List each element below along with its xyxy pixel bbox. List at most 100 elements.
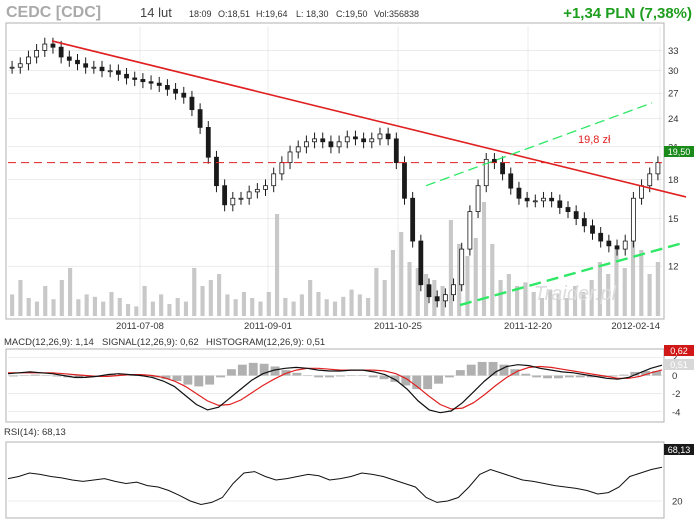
downtrend-line [51, 40, 687, 198]
candle-body [50, 43, 56, 48]
candle-body [500, 162, 505, 175]
candle-body [532, 200, 538, 203]
volume-bar [208, 280, 213, 316]
candle-body [418, 240, 424, 286]
macd-histogram-title: HISTOGRAM(12,26,9): 0,51 [206, 337, 325, 348]
macd-last-box [664, 345, 694, 356]
candle-body [581, 218, 587, 227]
high-label: H:19,64 [256, 9, 288, 19]
candle-body [58, 46, 64, 58]
candle-body [83, 63, 89, 68]
candle-body [173, 88, 178, 94]
macd-panel-frame [5, 348, 665, 423]
histogram-bar [227, 369, 236, 376]
macd-histogram-bars [9, 361, 661, 390]
histogram-bar [41, 375, 51, 377]
candle-body [639, 185, 644, 199]
rsi-tick-label: 20 [672, 497, 683, 508]
volume-bar [390, 250, 396, 316]
volume-bar [564, 298, 569, 316]
candle-body [590, 225, 595, 234]
candle-body [483, 158, 489, 187]
volume-bar [465, 256, 470, 316]
candle-body [91, 66, 97, 69]
volume-bar [51, 299, 56, 316]
macd-line [7, 364, 663, 414]
date-tick-label: 2012-02-14 [611, 321, 660, 332]
candle-body [598, 232, 604, 242]
histogram-bar [161, 375, 171, 380]
volume-bar [581, 292, 586, 316]
candle-body [222, 185, 228, 206]
candle-body [26, 56, 31, 65]
candle-body [524, 197, 530, 202]
candle-body [647, 173, 653, 187]
candle-body [75, 59, 80, 65]
volume-bar [43, 286, 48, 316]
candle-body [614, 245, 620, 250]
date-tick-label: 2011-12-20 [504, 321, 552, 332]
price-panel-frame [5, 22, 665, 320]
candle-body [410, 197, 416, 242]
volume-bar [341, 296, 346, 316]
volume-bar [150, 301, 155, 316]
volume-bar [134, 306, 139, 316]
volume-bar [506, 274, 511, 316]
volume-bar [614, 250, 619, 316]
macd-title: MACD(12,26,9): 1,14 [4, 337, 94, 348]
histogram-bar [128, 375, 138, 377]
candle-body [107, 70, 113, 73]
price-candles [9, 37, 661, 308]
volume-bar [225, 294, 230, 316]
histogram-bar [368, 375, 378, 378]
volume-bar [59, 280, 64, 316]
candle-body [271, 173, 277, 187]
histogram-bar [543, 375, 552, 379]
rsi-panel-frame [5, 441, 665, 519]
volume-bar [407, 262, 412, 316]
volume-bar [26, 298, 31, 316]
ticker-label: CEDC [CDC] [6, 4, 101, 21]
volume-bar [192, 268, 197, 316]
candle-body [165, 85, 170, 90]
candle-body [140, 79, 146, 83]
price-tick-label: 15 [668, 214, 679, 225]
candle-body [17, 63, 23, 68]
macd-signal-last-label: 0,51 [670, 360, 688, 370]
volume-bar [117, 298, 122, 316]
volume-bar [655, 262, 660, 316]
volume-bar [382, 280, 387, 316]
histogram-bar [412, 375, 422, 390]
volume-bar [84, 294, 89, 316]
macd-signal-last-box [664, 359, 694, 370]
change-label: +1,34 PLN (7,38%) [563, 5, 692, 22]
candle-body [328, 141, 334, 148]
histogram-bar [237, 364, 247, 376]
candle-body [42, 43, 48, 51]
macd-tick-label: 0 [672, 371, 677, 382]
histogram-bar [205, 375, 215, 385]
candle-body [287, 151, 293, 164]
histogram-bar [434, 375, 443, 384]
candle-body [124, 73, 129, 79]
volume-bar [539, 298, 545, 316]
histogram-bar [390, 375, 400, 382]
last-price-box [664, 146, 694, 157]
price-tick-label: 33 [668, 46, 679, 57]
histogram-bar [652, 370, 661, 376]
volume-bar [399, 232, 404, 316]
histogram-bar [325, 375, 334, 378]
histogram-bar [314, 375, 324, 378]
volume-bar [523, 282, 528, 316]
candle-body [385, 133, 391, 140]
candle-body [295, 146, 301, 153]
volume-bar [266, 292, 271, 316]
rsi-last-label: 68,13 [668, 445, 691, 455]
histogram-bar [597, 375, 607, 378]
macd-signal-title: SIGNAL(12,26,9): 0,62 [102, 337, 199, 348]
candle-body [197, 109, 203, 128]
volume-bar [10, 294, 15, 316]
histogram-bar [532, 375, 542, 378]
histogram-bar [575, 375, 585, 378]
histogram-bar [336, 375, 345, 377]
